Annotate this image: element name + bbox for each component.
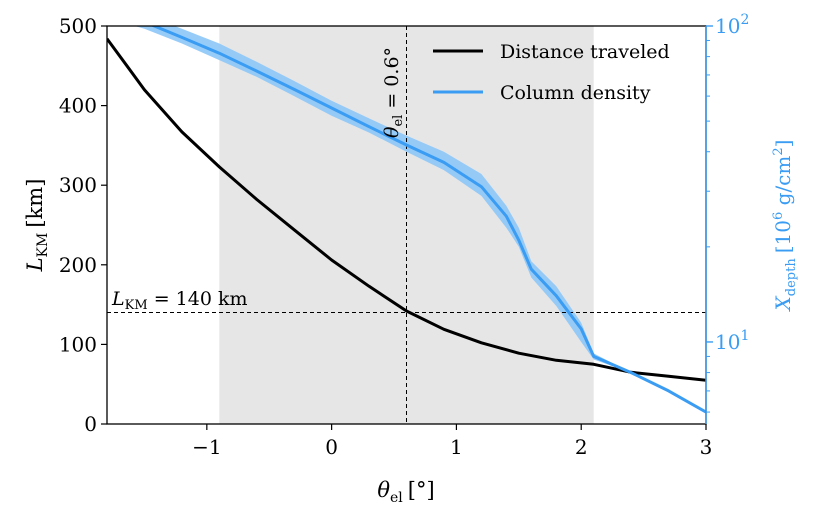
y-left-ticks: 0 100 200 300 400 500	[59, 14, 107, 436]
y-right-tick-label: 102	[715, 12, 749, 38]
y-right-ticks: 101 102	[706, 12, 749, 413]
vline-label: θel = 0.6°	[381, 47, 406, 138]
hline-label: LKM = 140 km	[111, 288, 248, 313]
y-left-tick-label: 0	[84, 412, 97, 436]
band-layer	[134, 26, 706, 413]
series-line-column-density	[150, 26, 706, 414]
series-line-distance	[107, 37, 706, 382]
x-tick-label: −1	[192, 435, 221, 459]
x-tick-label: 1	[450, 435, 463, 459]
y-right-axis-label: Xdepth[106 g/cm2]	[771, 140, 799, 313]
reference-lines	[107, 26, 706, 424]
x-axis-label: θel [°]	[377, 478, 434, 506]
y-left-tick-label: 500	[59, 14, 97, 38]
series-layer	[107, 26, 706, 414]
y-left-tick-label: 200	[59, 253, 97, 277]
y-left-tick-label: 300	[59, 173, 97, 197]
y-left-tick-label: 400	[59, 94, 97, 118]
x-tick-label: 3	[700, 435, 713, 459]
y-left-tick-label: 100	[59, 332, 97, 356]
legend-label-distance: Distance traveled	[500, 41, 670, 63]
y-left-axis-label: LKM[km]	[23, 179, 51, 273]
series-band-column-density	[134, 26, 706, 413]
x-tick-label: 0	[325, 435, 338, 459]
x-tick-label: 2	[575, 435, 588, 459]
x-ticks: −1 0 1 2 3	[192, 424, 712, 459]
legend-label-column: Column density	[500, 82, 651, 104]
legend: Distance traveled Column density	[433, 41, 670, 104]
y-right-tick-label: 101	[715, 328, 749, 354]
